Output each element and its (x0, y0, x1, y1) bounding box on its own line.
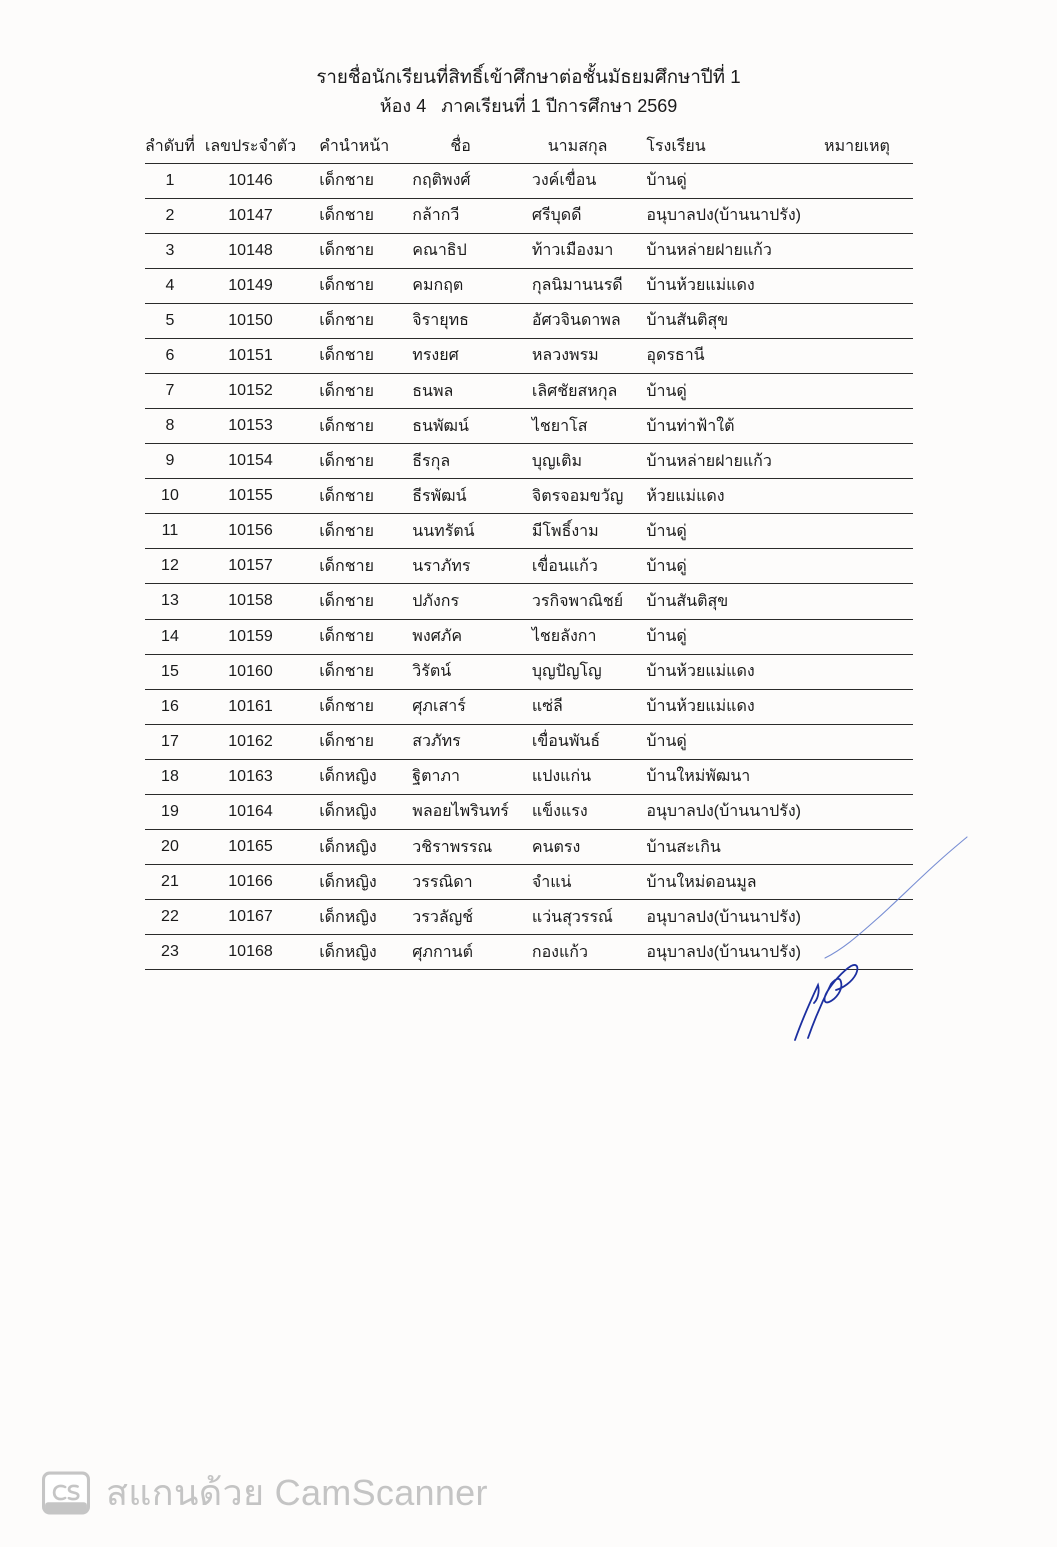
svg-text:CS: CS (52, 1481, 80, 1507)
